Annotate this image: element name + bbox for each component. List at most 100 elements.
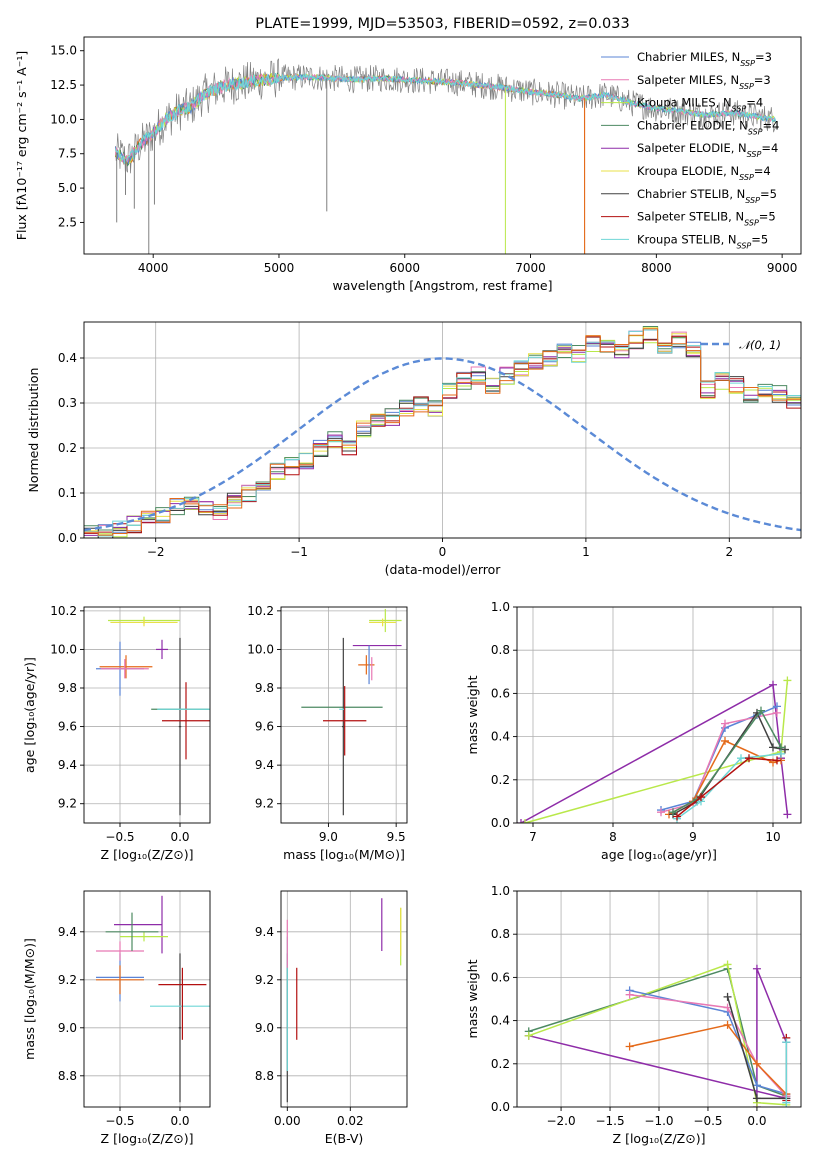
- mass-vs-z-ytick-label: 9.2: [58, 973, 77, 987]
- spectrum-ylabel: Flux [fλ10⁻¹⁷ erg cm⁻² s⁻¹ A⁻¹]: [14, 51, 29, 240]
- mass-vs-z-panel: −0.5 0.0 8.8 9.0 9.2 9.4 Z [log₁₀(Z/Z⊙)] mass […: [22, 890, 211, 1146]
- mass-vs-ebv-ytick-label: 9.2: [255, 973, 274, 987]
- mass-vs-z-axes-frame: [83, 890, 211, 1108]
- weight-vs-z-series: [782, 1038, 791, 1107]
- legend-entry: 𝒩(0, 1): [739, 338, 781, 352]
- legend-entry-sub: SSP: [737, 241, 752, 250]
- legend-entry-sub: SSP: [739, 81, 754, 90]
- weight-vs-z-marker: [782, 1038, 791, 1047]
- weight-vs-age-plot-area: [517, 676, 792, 823]
- spectrum-xtick-label: 6000: [389, 261, 420, 275]
- legend-entry: Chabrier ELODIE, NSSP=4: [637, 118, 779, 136]
- legend-entry-tail: =4: [746, 96, 763, 110]
- residuals-xtick-label: −2: [147, 545, 165, 559]
- legend-entry: Salpeter MILES, NSSP=3: [637, 73, 771, 91]
- spectrum-xtick-label: 8000: [641, 261, 672, 275]
- weight-vs-age-marker: [769, 743, 777, 752]
- weight-vs-z-marker: [723, 960, 732, 969]
- age-vs-z-point: [99, 655, 153, 679]
- spectrum-ytick-label: 7.5: [58, 147, 77, 161]
- residuals-xtick-label: 1: [582, 545, 590, 559]
- weight-vs-age-marker: [721, 736, 729, 745]
- weight-vs-age-ytick-label: 0.6: [491, 686, 510, 700]
- legend-entry-sub: SSP: [745, 195, 760, 204]
- residuals-legend: 𝒩(0, 1): [701, 338, 781, 352]
- spectrum-ytick-label: 10.0: [50, 112, 77, 126]
- weight-vs-age-ytick-label: 0.4: [491, 730, 510, 744]
- weight-vs-age-marker: [669, 808, 677, 817]
- weight-vs-age-marker: [783, 810, 792, 819]
- residuals-panel: −2 −1 0 1 2 0.0 0.1 0.2 0.3 0.4 (data-model)/error…: [26, 321, 802, 577]
- age-vs-z-xtick-label: 0.0: [170, 830, 189, 844]
- weight-vs-age-ytick-label: 0.2: [491, 773, 510, 787]
- age-vs-z-axes-frame: [83, 606, 211, 824]
- age-vs-mass-panel: 9.0 9.5 9.2 9.4 9.6 9.8 10.0 10.2 mass [log₁₀(M/…: [247, 604, 408, 862]
- age-vs-mass-plot-area: [301, 608, 402, 816]
- age-vs-z-point: [178, 637, 182, 816]
- mass-vs-z-xlabel: Z [log₁₀(Z/Z⊙)]: [101, 1131, 194, 1146]
- weight-vs-age-marker: [769, 680, 777, 689]
- legend-entry-main: Chabrier ELODIE, N: [637, 118, 748, 132]
- weight-vs-z-xlabel: Z [log₁₀(Z/Z⊙)]: [613, 1131, 706, 1146]
- legend-entry-main: Kroupa MILES, N: [637, 96, 732, 110]
- age-vs-mass-xtick-label: 9.5: [387, 830, 406, 844]
- legend-entry: Kroupa MILES, NSSP=4: [637, 96, 763, 114]
- weight-vs-z-series: [723, 992, 791, 1103]
- age-vs-mass-ytick-label: 9.2: [255, 797, 274, 811]
- mass-vs-z-ylabel: mass [log₁₀(M/M⊙)]: [22, 938, 37, 1060]
- mass-vs-ebv-axes-frame: [280, 890, 408, 1108]
- age-vs-mass-axes-frame: [280, 606, 408, 824]
- residual-histogram: [84, 331, 801, 538]
- age-vs-mass-point: [323, 686, 367, 756]
- residuals-xtick-label: −1: [290, 545, 308, 559]
- weight-vs-z-marker: [625, 1042, 634, 1051]
- weight-vs-z-marker: [625, 990, 634, 999]
- mass-vs-z-point: [120, 931, 168, 942]
- weight-vs-age-series: [673, 754, 781, 821]
- weight-vs-age-marker: [737, 754, 745, 763]
- age-vs-z-xtick-label: −0.5: [105, 830, 134, 844]
- weight-vs-age-marker: [521, 819, 529, 823]
- age-vs-z-ytick-label: 10.0: [50, 642, 77, 656]
- legend-entry-tail: =3: [754, 73, 771, 87]
- legend-entry: Chabrier MILES, NSSP=3: [637, 50, 772, 68]
- mass-vs-ebv-xlabel: E(B-V): [325, 1131, 364, 1146]
- age-vs-z-xlabel: Z [log₁₀(Z/Z⊙)]: [101, 847, 194, 862]
- weight-vs-z-marker: [752, 964, 761, 973]
- weight-vs-z-marker: [723, 992, 732, 1001]
- residuals-xlabel: (data-model)/error: [385, 562, 502, 577]
- mass-vs-z-xtick-label: 0.0: [170, 1114, 189, 1128]
- weight-vs-age-panel: 7 8 9 10 0.0 0.2 0.4 0.6 0.8 1.0 age [log₁₀(age/yr…: [465, 600, 802, 862]
- weight-vs-z-xtick-label: −1.0: [644, 1114, 673, 1128]
- residual-histogram: [84, 335, 801, 538]
- mass-vs-z-ytick-label: 9.4: [58, 925, 77, 939]
- weight-vs-age-marker: [517, 819, 525, 823]
- legend-entry-sub: SSP: [740, 59, 755, 68]
- spectrum-title: PLATE=1999, MJD=53503, FIBERID=0592, z=0…: [255, 16, 629, 32]
- spectrum-legend: Chabrier MILES, NSSP=3 Salpeter MILES, NS…: [601, 50, 779, 250]
- weight-vs-age-series: [517, 680, 792, 823]
- weight-vs-age-ylabel: mass weight: [465, 675, 480, 754]
- mass-vs-z-plot-area: [96, 895, 210, 1103]
- weight-vs-age-marker: [773, 708, 781, 717]
- residual-histogram: [84, 335, 801, 534]
- weight-vs-z-ytick-label: 0.8: [491, 927, 510, 941]
- legend-entry-sub: SSP: [744, 218, 759, 227]
- spectrum-ytick-label: 2.5: [58, 215, 77, 229]
- residual-histogram: [84, 330, 801, 538]
- weight-vs-z-xtick-label: −0.5: [693, 1114, 722, 1128]
- legend-entry-tail: =5: [759, 210, 776, 224]
- legend-entry-sub: SSP: [739, 173, 754, 182]
- weight-vs-age-xtick-label: 9: [689, 830, 697, 844]
- legend-entry-sub: SSP: [747, 150, 762, 159]
- mass-vs-z-ytick-label: 9.0: [58, 1021, 77, 1035]
- residuals-ylabel: Normed distribution: [26, 368, 41, 493]
- age-vs-mass-ytick-label: 9.8: [255, 681, 274, 695]
- weight-vs-z-ytick-label: 0.2: [491, 1057, 510, 1071]
- legend-entry-tail: =4: [763, 118, 780, 132]
- weight-vs-z-xtick-label: 0.0: [747, 1114, 766, 1128]
- age-vs-mass-ytick-label: 9.4: [255, 758, 274, 772]
- weight-vs-age-marker: [697, 793, 705, 802]
- mass-vs-ebv-plot-area: [286, 898, 402, 1103]
